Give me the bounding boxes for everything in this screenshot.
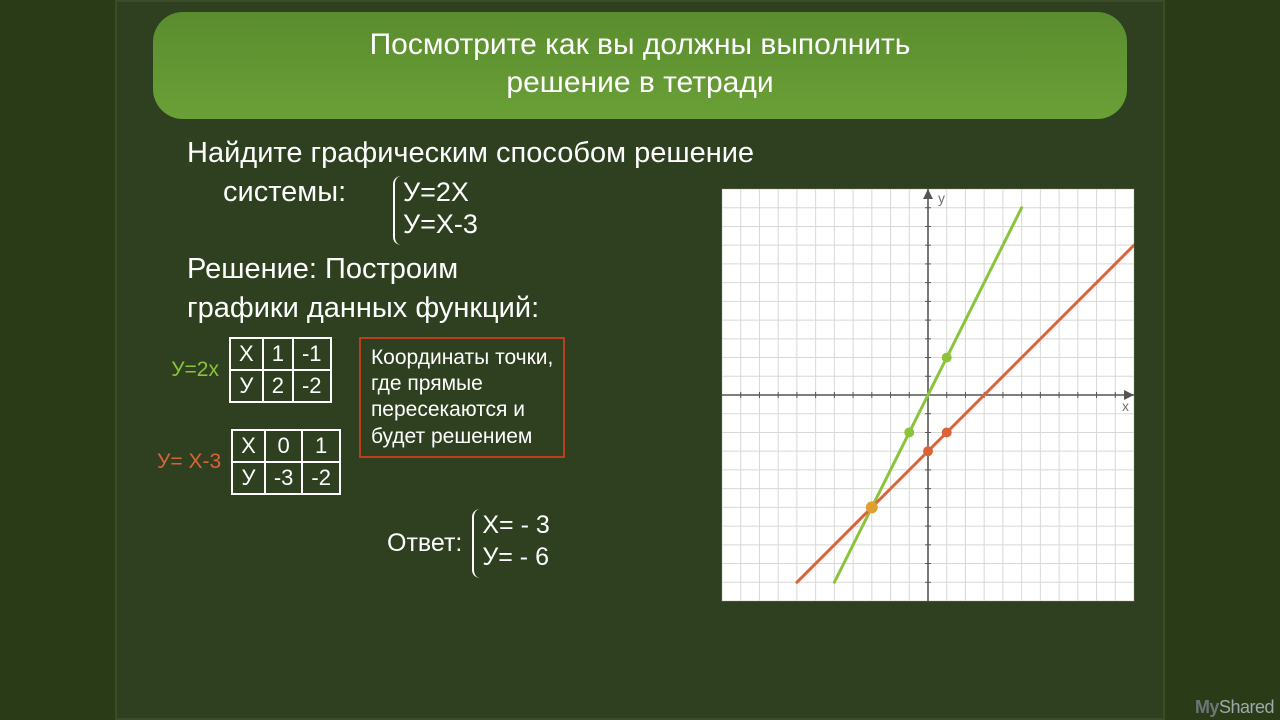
slide: Посмотрите как вы должны выполнить решен… xyxy=(115,0,1165,720)
equation-2: У=Х-3 xyxy=(403,208,478,240)
fn1-label: У=2х xyxy=(157,358,219,382)
answer-brace: Х= - 3 У= - 6 xyxy=(472,509,557,578)
hint-line-1: Координаты точки, xyxy=(371,345,553,371)
answer-x: Х= - 3 xyxy=(482,509,549,542)
table-row-2: У= Х-3 Х 0 1 У -3 -2 xyxy=(157,429,341,495)
fn2-label: У= Х-3 xyxy=(157,450,221,474)
watermark-suffix: Shared xyxy=(1219,697,1274,717)
task-text: Найдите графическим способом решение xyxy=(157,137,1123,170)
system-brace: У=2Х У=Х-3 xyxy=(393,176,486,245)
equation-1: У=2Х xyxy=(403,176,478,208)
title-band: Посмотрите как вы должны выполнить решен… xyxy=(153,12,1127,119)
title-line-2: решение в тетради xyxy=(173,64,1107,102)
value-table-1: Х 1 -1 У 2 -2 xyxy=(229,337,332,403)
hint-line-3: пересекаются и xyxy=(371,397,553,423)
table-row-1: У=2х Х 1 -1 У 2 -2 xyxy=(157,337,341,403)
hint-line-2: где прямые xyxy=(371,371,553,397)
answer-label: Ответ: xyxy=(387,529,462,558)
hint-box: Координаты точки, где прямые пересекаютс… xyxy=(359,337,565,458)
hint-line-4: будет решением xyxy=(371,424,553,450)
system-label: системы: xyxy=(223,176,383,209)
answer-y: У= - 6 xyxy=(482,541,549,574)
watermark: MyShared xyxy=(1195,697,1274,718)
table-column: У=2х Х 1 -1 У 2 -2 xyxy=(157,337,341,495)
graph-chart: xy xyxy=(721,188,1135,602)
svg-text:x: x xyxy=(1122,398,1129,414)
value-table-2: Х 0 1 У -3 -2 xyxy=(231,429,341,495)
watermark-prefix: My xyxy=(1195,697,1219,717)
svg-text:y: y xyxy=(938,190,945,206)
title-line-1: Посмотрите как вы должны выполнить xyxy=(173,26,1107,64)
